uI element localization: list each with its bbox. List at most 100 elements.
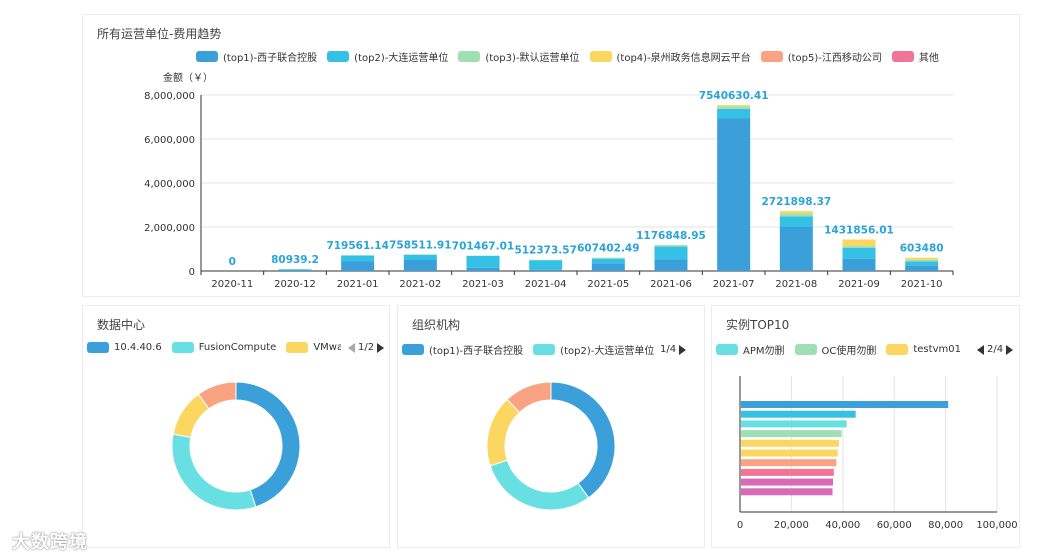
bar-segment[interactable] [717, 105, 751, 107]
cost-trend-chart: 金额（￥） 0 2,000,000 4,000,000 6,000,000 8,000,0… [144, 71, 954, 290]
legend-item[interactable]: 10.4.40.6 [87, 342, 162, 353]
legend-swatch [327, 51, 350, 62]
bar-segment[interactable] [905, 259, 939, 262]
legend-item[interactable]: (top2)-大连运营单位 [327, 49, 448, 64]
hbar[interactable] [741, 430, 842, 438]
hbar[interactable] [741, 401, 949, 408]
hbar[interactable] [741, 468, 834, 476]
bar-segment[interactable] [779, 227, 813, 271]
data-label: 0 [229, 256, 236, 268]
bar-segment[interactable] [529, 269, 563, 271]
bar-segment[interactable] [591, 258, 625, 264]
legend-pager: 2/4 [974, 344, 1016, 355]
bar-segment[interactable] [403, 260, 437, 271]
datacenter-donut-chart [171, 381, 301, 511]
bar-segment[interactable] [466, 267, 500, 271]
legend-swatch [171, 342, 194, 353]
bar-segment[interactable] [779, 216, 813, 227]
pie-slice[interactable] [506, 381, 552, 414]
y-tick-label: 6,000,000 [144, 135, 195, 146]
legend-label: (top4)-泉州政务信息网云平台 [616, 53, 751, 64]
bar-segment[interactable] [905, 261, 939, 266]
prev-page-icon[interactable] [348, 342, 355, 353]
next-page-icon[interactable] [377, 342, 385, 353]
hbar[interactable] [741, 488, 833, 496]
bar-segment[interactable] [717, 106, 751, 109]
legend-item[interactable]: VMware5 [286, 342, 341, 353]
bar-segment[interactable] [779, 211, 813, 214]
bar-segment[interactable] [842, 239, 876, 247]
bar-segment[interactable] [779, 213, 813, 217]
legend-item[interactable]: (top1)-西子联合控股 [402, 342, 523, 357]
hbar[interactable] [741, 410, 856, 418]
y-tick-label: 8,000,000 [144, 91, 195, 102]
hbar[interactable] [741, 420, 847, 428]
prev-page-icon[interactable] [977, 344, 984, 355]
bar-segment[interactable] [278, 269, 312, 271]
legend-item[interactable]: (top4)-泉州政务信息网云平台 [589, 49, 751, 64]
bar-segment[interactable] [842, 247, 876, 259]
hbar[interactable] [741, 459, 837, 467]
x-tick-label: 40,000 [825, 520, 860, 531]
hbar[interactable] [741, 449, 838, 457]
bar-segment[interactable] [591, 257, 625, 259]
bar-segment[interactable] [717, 108, 751, 119]
bar-segment[interactable] [591, 263, 625, 271]
y-tick-label: 4,000,000 [144, 179, 195, 190]
legend-item[interactable]: (top2)-大连运营单位 [533, 342, 654, 357]
hbar[interactable] [741, 478, 834, 486]
next-page-icon[interactable] [1006, 344, 1014, 355]
pie-slice[interactable] [486, 398, 521, 467]
data-label: 512373.57 [514, 245, 576, 257]
legend-item[interactable]: (top1)-西子联合控股 [196, 49, 317, 64]
data-label: 2721898.37 [761, 196, 831, 208]
pie-slice[interactable] [197, 381, 237, 410]
bar-segment[interactable] [341, 255, 375, 262]
legend-item[interactable]: FusionCompute [171, 342, 276, 353]
x-tick-label: 100,000 [976, 520, 1017, 531]
pie-slice[interactable] [550, 381, 616, 499]
bar-segment[interactable] [905, 265, 939, 271]
page-title: 所有运营单位-费用趋势 [97, 27, 222, 41]
org-legend: (top1)-西子联合控股 (top2)-大连运营单位 1/4 [402, 342, 689, 357]
instance-legend: APM勿删 OC使用勿删 testvm01 2/4 [716, 342, 1016, 357]
legend-item[interactable]: testvm01 [886, 342, 961, 357]
legend-label: VMware5 [313, 342, 341, 353]
datacenter-panel: 数据中心 10.4.40.6 FusionCompute VMware5 1/2 [82, 305, 390, 548]
y-axis-label: 金额（￥） [163, 71, 213, 84]
legend-item[interactable]: APM勿删 [716, 342, 785, 357]
legend-pager: 1/2 [345, 342, 387, 353]
x-tick-label: 80,000 [928, 520, 963, 531]
legend-swatch [760, 51, 783, 62]
bar-segment[interactable] [403, 254, 437, 260]
bar-segment[interactable] [466, 255, 500, 268]
pie-slice[interactable] [489, 459, 590, 511]
bar-segment[interactable] [905, 257, 939, 260]
legend-item[interactable]: 其他 [891, 49, 939, 64]
data-label: 603480 [900, 243, 944, 255]
x-tick-label: 2021-08 [775, 279, 817, 290]
bar-segment[interactable] [529, 260, 563, 270]
cost-trend-legend: (top1)-西子联合控股 (top2)-大连运营单位 (top3)-默认运营单位 (… [196, 49, 949, 64]
bar-segment[interactable] [842, 258, 876, 271]
bar-segment[interactable] [654, 245, 688, 247]
org-title: 组织机构 [412, 318, 461, 332]
bar-segment[interactable] [717, 118, 751, 271]
legend-pager: 1/4 [660, 344, 689, 355]
pie-slice[interactable] [171, 433, 257, 511]
bar-segment[interactable] [341, 261, 375, 271]
legend-item[interactable]: OC使用勿删 [794, 342, 876, 357]
legend-swatch [716, 344, 738, 355]
data-label: 758511.91 [389, 239, 451, 251]
bar-segment[interactable] [654, 246, 688, 260]
legend-label: (top5)-江西移动公司 [787, 53, 882, 64]
legend-item[interactable]: (top5)-江西移动公司 [760, 49, 882, 64]
pie-slice[interactable] [235, 381, 301, 508]
legend-item[interactable]: (top3)-默认运营单位 [458, 49, 580, 64]
x-tick-label: 60,000 [877, 520, 912, 531]
bar-segment[interactable] [842, 246, 876, 248]
bar-segment[interactable] [654, 259, 688, 271]
bar-segment[interactable] [403, 254, 437, 255]
next-page-icon[interactable] [679, 344, 687, 355]
hbar[interactable] [741, 439, 839, 447]
